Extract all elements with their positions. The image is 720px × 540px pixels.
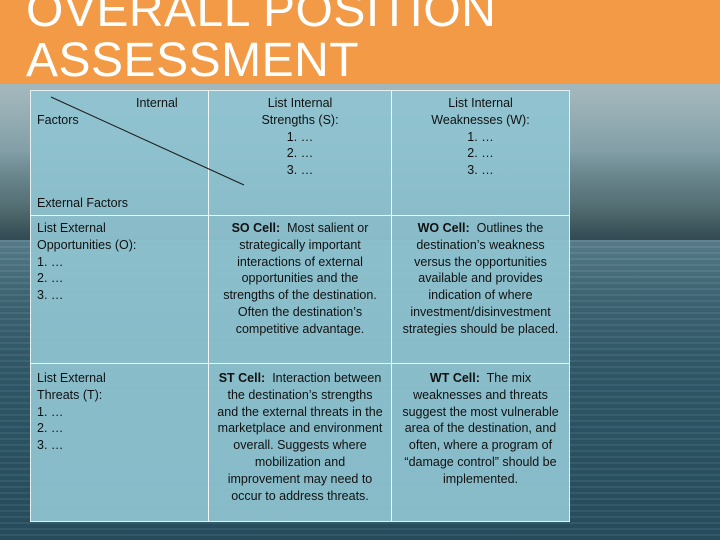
- wt-cell-label: WT Cell:: [429, 371, 480, 385]
- strengths-item: 1. …: [286, 129, 314, 144]
- threats-item: 1. …: [37, 404, 64, 419]
- col-divider-1: [208, 91, 209, 521]
- threats-header: List External Threats (T): 1. … 2. … 3. …: [37, 370, 205, 454]
- title-band: OVERALL POSITION ASSESSMENT: [0, 0, 720, 86]
- threats-item: 3. …: [37, 438, 64, 453]
- weaknesses-item: 1. …: [467, 129, 494, 144]
- row-divider-1: [31, 215, 569, 216]
- title-line-2: ASSESSMENT: [26, 34, 360, 87]
- opportunities-subtitle: Opportunities (O):: [37, 237, 137, 252]
- threats-item: 2. …: [37, 421, 64, 436]
- opportunities-item: 1. …: [37, 254, 64, 269]
- so-cell-label: SO Cell:: [231, 221, 281, 235]
- strengths-title: List Internal: [267, 96, 333, 110]
- opportunities-item: 3. …: [37, 288, 64, 303]
- wo-cell: WO Cell: Outlines the destination’s weak…: [397, 220, 564, 338]
- title-line-1: OVERALL POSITION: [26, 0, 497, 37]
- wo-cell-text: Outlines the destination’s weakness vers…: [402, 221, 559, 336]
- strengths-item: 2. …: [286, 146, 314, 161]
- wt-cell: WT Cell: The mix weaknesses and threats …: [397, 370, 564, 488]
- st-cell: ST Cell: Interaction between the destina…: [217, 370, 383, 504]
- col-divider-2: [391, 91, 392, 521]
- opportunities-item: 2. …: [37, 271, 64, 286]
- strengths-item: 3. …: [286, 163, 314, 178]
- threats-subtitle: Threats (T):: [37, 387, 103, 402]
- row-divider-2: [31, 363, 569, 364]
- corner-external-factors-label: External Factors: [37, 196, 129, 210]
- strengths-header: List Internal Strengths (S): 1. … 2. … 3…: [209, 95, 391, 179]
- wo-cell-label: WO Cell:: [417, 221, 470, 235]
- st-cell-text: Interaction between the destination’s st…: [217, 371, 383, 503]
- so-cell-text: Most salient or strategically important …: [223, 221, 377, 336]
- wt-cell-text: The mix weaknesses and threats suggest t…: [402, 371, 559, 486]
- slide-title: OVERALL POSITION ASSESSMENT: [26, 0, 496, 86]
- weaknesses-item: 3. …: [467, 163, 494, 178]
- st-cell-label: ST Cell:: [218, 371, 266, 385]
- opportunities-header: List External Opportunities (O): 1. … 2.…: [37, 220, 205, 304]
- corner-factors-label: Factors: [37, 113, 79, 127]
- threats-title: List External: [37, 371, 106, 385]
- swot-matrix-table: Internal Factors External Factors List I…: [30, 90, 570, 522]
- strengths-subtitle: Strengths (S):: [261, 112, 339, 127]
- corner-internal-label: Internal: [136, 96, 178, 110]
- so-cell: SO Cell: Most salient or strategically i…: [217, 220, 383, 338]
- weaknesses-title: List Internal: [448, 96, 513, 110]
- weaknesses-header: List Internal Weaknesses (W): 1. … 2. … …: [392, 95, 569, 179]
- weaknesses-item: 2. …: [467, 146, 494, 161]
- corner-diagonal-line: [50, 96, 245, 186]
- weaknesses-subtitle: Weaknesses (W):: [431, 112, 530, 127]
- opportunities-title: List External: [37, 221, 106, 235]
